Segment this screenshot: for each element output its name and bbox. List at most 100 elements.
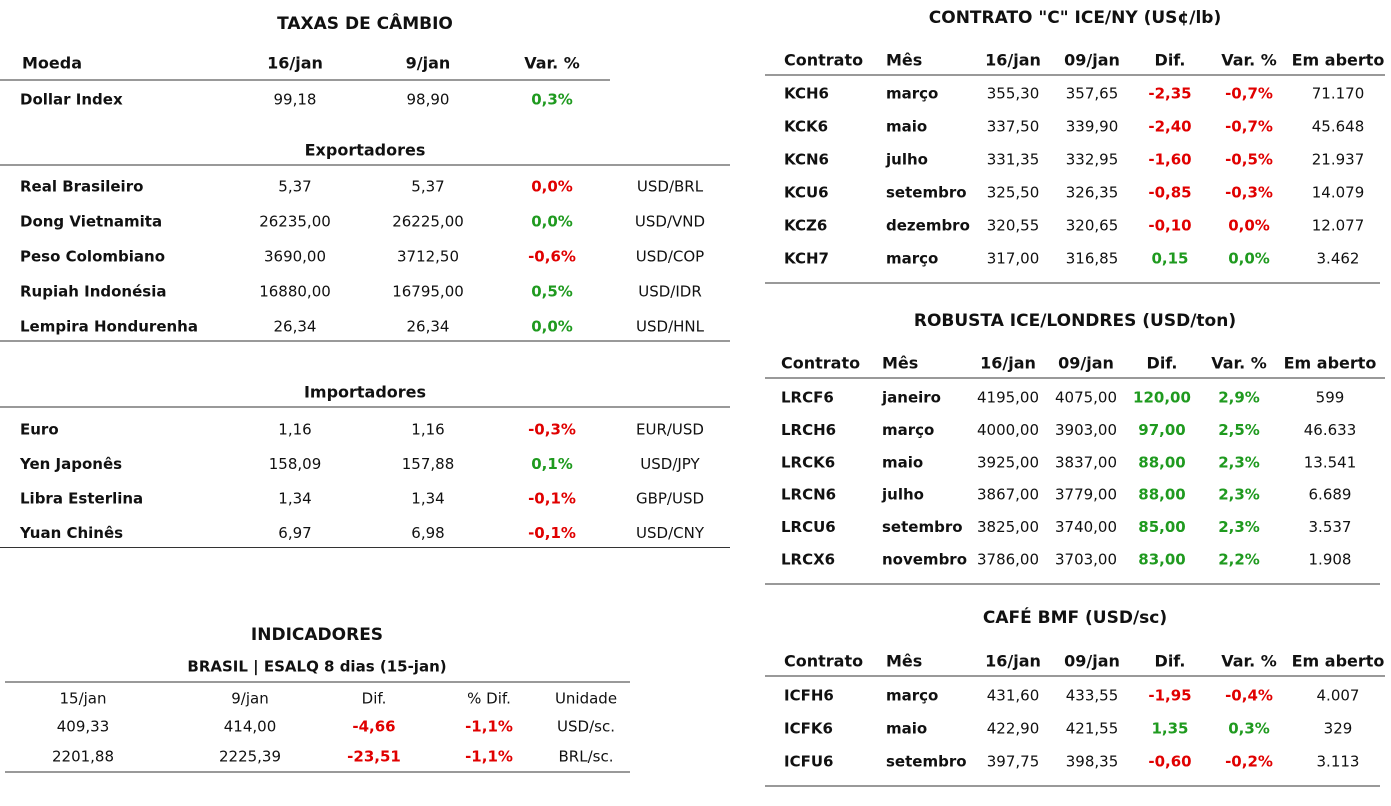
header-cell: 09/jan [1064,51,1120,70]
row-label: Peso Colombiano [20,248,165,266]
cell: 3837,00 [1055,453,1117,471]
cell: 157,88 [402,455,455,473]
cell: 414,00 [224,718,277,736]
cell: 5,37 [278,178,311,196]
cell: 1,34 [278,490,311,508]
header-cell: 16/jan [985,652,1041,671]
cell: 2,2% [1218,551,1260,569]
row-label: Real Brasileiro [20,178,143,196]
cell: 88,00 [1138,486,1185,504]
cell: 320,55 [987,217,1040,235]
cell: maio [882,453,923,471]
cell: 2,3% [1218,453,1260,471]
cell: 88,00 [1138,453,1185,471]
cell: março [886,687,938,705]
cell: -1,1% [465,718,513,736]
cell: janeiro [881,389,941,407]
cell: -0,7% [1225,85,1273,103]
row-label: KCN6 [784,151,829,169]
header-cell: Em aberto [1292,652,1385,671]
cell: -0,1% [528,490,576,508]
cell: -0,3% [528,421,576,439]
cell: 14.079 [1312,184,1365,202]
cell: 326,35 [1066,184,1119,202]
cell: 0,1% [531,455,573,473]
cell: 0,3% [1228,720,1270,738]
header-cell: 9/jan [406,54,451,73]
cell: 98,90 [407,91,450,109]
cell: GBP/USD [636,490,704,508]
cell: 320,65 [1066,217,1119,235]
cell: 421,55 [1066,720,1119,738]
header-cell: 16/jan [267,54,323,73]
cell: 1,16 [278,421,311,439]
cell: 26235,00 [259,213,331,231]
cell: setembro [886,184,967,202]
header-cell: Dif. [362,690,387,708]
header-cell: Contrato [784,652,863,671]
cell: 16795,00 [392,283,464,301]
cell: 83,00 [1138,551,1185,569]
cell: 4195,00 [977,389,1039,407]
cell: 0,0% [1228,250,1270,268]
row-label: KCH7 [784,250,829,268]
cell: 99,18 [274,91,317,109]
cell: -23,51 [347,748,401,766]
cell: 0,0% [531,178,573,196]
cell: março [886,250,938,268]
header-cell: Contrato [784,51,863,70]
cell: 316,85 [1066,250,1119,268]
cell: 0,15 [1151,250,1188,268]
cell: -0,6% [528,248,576,266]
cell: 2,9% [1218,389,1260,407]
row-label: ICFK6 [784,720,833,738]
cell: março [882,421,934,439]
cell: julho [881,486,924,504]
cell: USD/HNL [636,318,705,336]
cell: -2,35 [1148,85,1191,103]
cell: 0,5% [531,283,573,301]
cell: -0,7% [1225,118,1273,136]
row-label: Yuan Chinês [19,524,123,542]
cell: -0,1% [528,524,576,542]
header-cell: Unidade [555,690,617,708]
cell: USD/CNY [636,524,705,542]
cell: 3740,00 [1055,518,1117,536]
cell: USD/COP [636,248,704,266]
cell: 1,16 [411,421,444,439]
group-title: Exportadores [305,141,426,160]
cell: USD/sc. [557,718,615,736]
row-label: Dollar Index [20,91,123,109]
cell: 1.908 [1309,551,1352,569]
header-cell: Dif. [1155,652,1186,671]
cell: -0,85 [1148,184,1191,202]
row-label: LRCX6 [781,551,835,569]
header-cell: Mês [886,652,922,671]
cell: 21.937 [1312,151,1365,169]
header-cell: Em aberto [1284,354,1377,373]
table-title: CAFÉ BMF (USD/sc) [983,606,1167,628]
cell: 357,65 [1066,85,1119,103]
cell: 332,95 [1066,151,1119,169]
cell: 0,0% [531,318,573,336]
table-subtitle: BRASIL | ESALQ 8 dias (15-jan) [187,658,446,677]
cell: 2,5% [1218,421,1260,439]
row-label: KCH6 [784,85,829,103]
cell: julho [885,151,928,169]
cell: 45.648 [1312,118,1365,136]
cell: 433,55 [1066,687,1119,705]
cell: novembro [882,551,967,569]
cell: dezembro [886,217,970,235]
row-label: Rupiah Indonésia [20,283,166,301]
cell: 158,09 [269,455,322,473]
cell: 1,35 [1151,720,1188,738]
cell: 13.541 [1304,453,1357,471]
cell: 2,3% [1218,486,1260,504]
cell: 12.077 [1312,217,1365,235]
header-cell: Mês [882,354,918,373]
cell: 3867,00 [977,486,1039,504]
cell: -2,40 [1148,118,1191,136]
header-cell: Var. % [1221,51,1277,70]
